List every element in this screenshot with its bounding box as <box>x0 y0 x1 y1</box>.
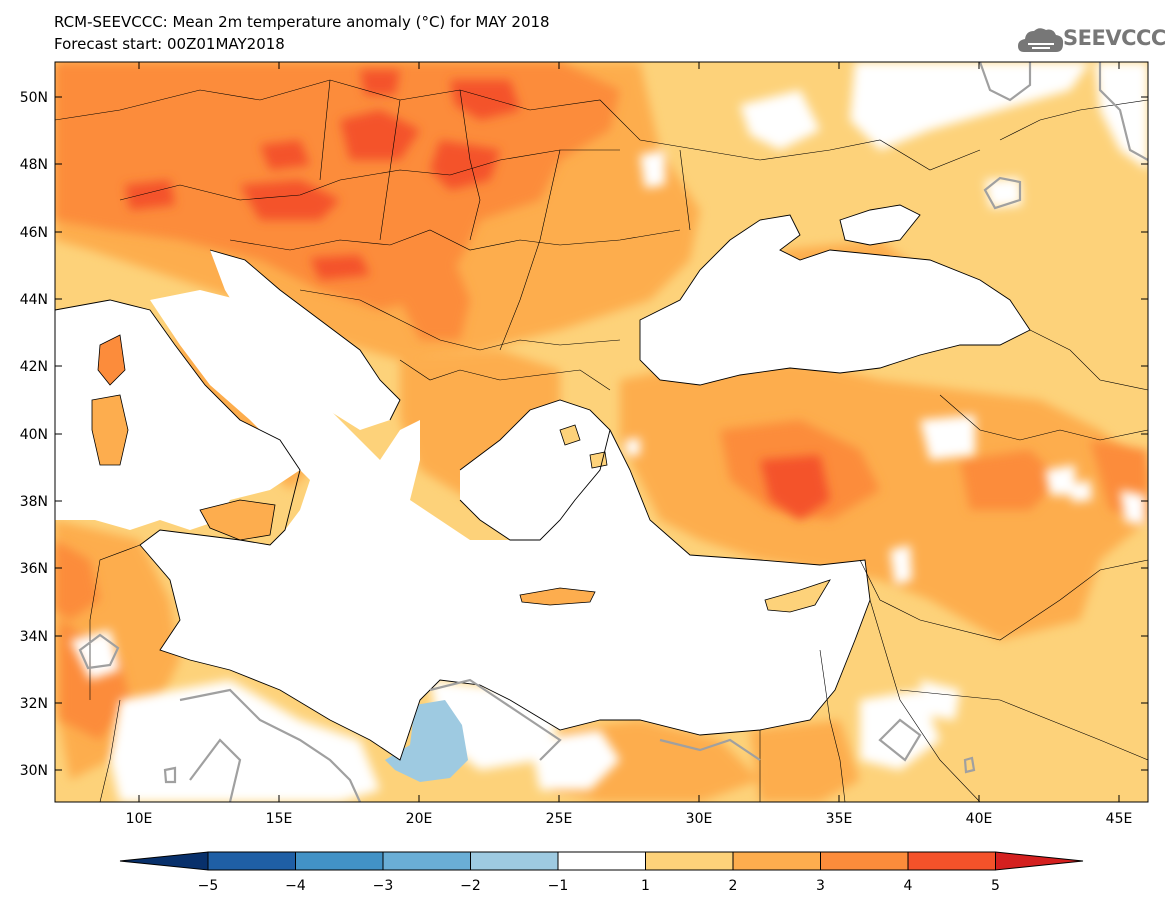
lat-label: 38N <box>20 494 48 510</box>
contour-lines <box>78 62 1148 802</box>
colorbar-label: −1 <box>548 878 569 894</box>
lon-label: 35E <box>826 811 853 827</box>
lon-label: 25E <box>546 811 573 827</box>
lon-label: 40E <box>966 811 993 827</box>
colorbar-label: 4 <box>904 878 913 894</box>
coastlines <box>55 204 1031 761</box>
colorbar-segment <box>820 851 909 871</box>
lat-label: 48N <box>20 157 48 173</box>
colorbar-label: −4 <box>285 878 306 894</box>
colorbar-arrow-low <box>119 851 209 871</box>
lat-label: 34N <box>20 629 48 645</box>
map-title: RCM-SEEVCCC: Mean 2m temperature anomaly… <box>54 13 550 31</box>
colorbar-segment <box>907 851 996 871</box>
colorbar-label: −3 <box>373 878 394 894</box>
lat-label: 42N <box>20 359 48 375</box>
lon-label: 30E <box>686 811 713 827</box>
colorbar-label: −5 <box>198 878 219 894</box>
lon-label: 10E <box>126 811 153 827</box>
anomaly-band-negative <box>385 700 468 782</box>
colorbar-segment <box>645 851 734 871</box>
colorbar-segment <box>557 851 646 871</box>
longitude-labels: 10E 15E 20E 25E 30E 35E 40E 45E <box>126 811 1133 827</box>
lat-label: 32N <box>20 696 48 712</box>
lon-label: 20E <box>406 811 433 827</box>
islands <box>91 334 831 613</box>
colorbar-label: 1 <box>641 878 650 894</box>
sea-mask <box>55 205 1030 760</box>
colorbar-labels: −5 −4 −3 −2 −1 1 2 3 4 5 <box>198 878 1000 894</box>
colorbar-segment <box>382 851 471 871</box>
colorbar-label: −2 <box>460 878 481 894</box>
latitude-axis <box>55 96 1148 771</box>
lat-label: 36N <box>20 561 48 577</box>
lat-label: 30N <box>20 763 48 779</box>
lat-label: 46N <box>20 225 48 241</box>
lat-label: 40N <box>20 427 48 443</box>
lon-label: 45E <box>1106 811 1133 827</box>
colorbar-label: 2 <box>729 878 738 894</box>
colorbar-segment <box>470 851 559 871</box>
colorbar <box>119 851 1084 871</box>
cloud-icon <box>1018 28 1064 52</box>
latitude-labels: 50N 48N 46N 44N 42N 40N 38N 36N 34N 32N … <box>20 90 48 779</box>
colorbar-arrow-high <box>995 851 1084 871</box>
lon-label: 15E <box>266 811 293 827</box>
colorbar-segment <box>732 851 821 871</box>
anomaly-band-4-5 <box>125 70 830 520</box>
forecast-start-subtitle: Forecast start: 00Z01MAY2018 <box>54 35 285 53</box>
seevccc-logo: SEEVCCC <box>1063 26 1165 50</box>
colorbar-segment <box>295 851 384 871</box>
lat-label: 44N <box>20 292 48 308</box>
colorbar-label: 5 <box>991 878 1000 894</box>
map-frame <box>54 61 1149 803</box>
colorbar-segment <box>207 851 296 871</box>
longitude-axis <box>138 62 1120 802</box>
country-borders <box>55 79 1148 802</box>
lat-label: 50N <box>20 90 48 106</box>
colorbar-label: 3 <box>816 878 825 894</box>
